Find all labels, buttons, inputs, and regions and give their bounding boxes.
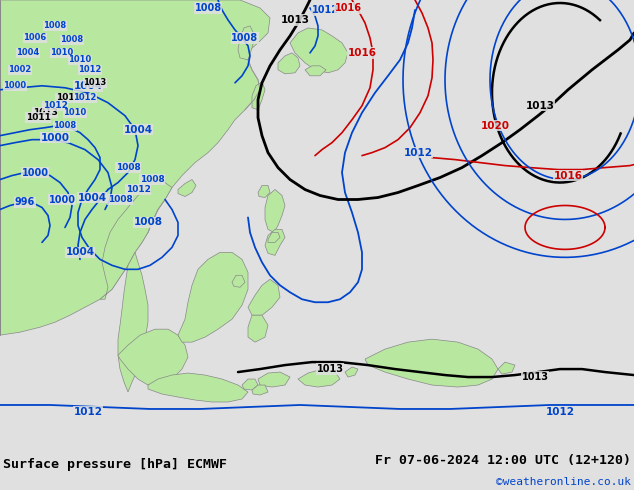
Text: 1010: 1010 — [68, 55, 92, 64]
Polygon shape — [305, 66, 326, 76]
Polygon shape — [242, 379, 258, 390]
Polygon shape — [248, 315, 268, 342]
Text: 1008: 1008 — [53, 121, 77, 130]
Polygon shape — [118, 329, 188, 385]
Polygon shape — [265, 229, 285, 255]
Polygon shape — [232, 275, 245, 287]
Text: 1008: 1008 — [115, 163, 140, 172]
Text: 1000: 1000 — [22, 168, 48, 177]
Text: 1010: 1010 — [50, 49, 74, 57]
Polygon shape — [252, 82, 265, 110]
Text: 1008: 1008 — [231, 33, 259, 43]
Text: 1012: 1012 — [42, 101, 67, 110]
Polygon shape — [252, 385, 268, 395]
Text: 1004: 1004 — [74, 81, 103, 91]
Text: 1013: 1013 — [84, 78, 107, 87]
Text: 1004: 1004 — [124, 124, 153, 135]
Text: 1008: 1008 — [139, 175, 164, 184]
Text: 1008: 1008 — [108, 195, 133, 204]
Text: 1011: 1011 — [25, 113, 51, 122]
Text: 1013: 1013 — [316, 364, 344, 374]
Text: 1016: 1016 — [335, 3, 361, 13]
Polygon shape — [248, 279, 280, 315]
Polygon shape — [298, 369, 340, 387]
Text: 1000: 1000 — [41, 133, 70, 143]
Polygon shape — [148, 373, 248, 402]
Text: 1012: 1012 — [74, 93, 97, 102]
Text: 1020: 1020 — [481, 121, 510, 131]
Polygon shape — [258, 186, 270, 197]
Text: 1012: 1012 — [545, 407, 574, 417]
Text: 1012: 1012 — [126, 185, 150, 194]
Text: 1000: 1000 — [3, 81, 27, 90]
Text: 1000: 1000 — [48, 195, 75, 204]
Text: 1012: 1012 — [74, 407, 103, 417]
Polygon shape — [365, 339, 498, 387]
Polygon shape — [345, 367, 358, 377]
Text: 1012: 1012 — [79, 65, 101, 74]
Polygon shape — [100, 177, 172, 299]
Text: Fr 07-06-2024 12:00 UTC (12+120): Fr 07-06-2024 12:00 UTC (12+120) — [375, 454, 631, 467]
Text: 1004: 1004 — [16, 49, 39, 57]
Text: 1002: 1002 — [8, 65, 32, 74]
Polygon shape — [0, 0, 270, 335]
Text: ©weatheronline.co.uk: ©weatheronline.co.uk — [496, 477, 631, 487]
Text: 1012: 1012 — [403, 147, 432, 158]
Text: 1004: 1004 — [77, 193, 107, 202]
Polygon shape — [178, 252, 248, 342]
Text: Surface pressure [hPa] ECMWF: Surface pressure [hPa] ECMWF — [3, 458, 227, 470]
Text: 1013: 1013 — [280, 15, 309, 25]
Text: 1013: 1013 — [32, 108, 58, 117]
Text: 1010: 1010 — [63, 108, 87, 117]
Text: 1008: 1008 — [60, 35, 84, 45]
Text: 1008: 1008 — [195, 3, 221, 13]
Text: 1013: 1013 — [522, 372, 548, 382]
Text: 1013: 1013 — [56, 93, 81, 102]
Text: 1016: 1016 — [553, 171, 583, 180]
Text: 1008: 1008 — [134, 218, 162, 227]
Polygon shape — [258, 372, 290, 387]
Polygon shape — [278, 53, 300, 74]
Text: 996: 996 — [15, 197, 35, 207]
Text: 1013: 1013 — [526, 101, 555, 111]
Text: 1016: 1016 — [347, 48, 377, 58]
Polygon shape — [498, 362, 515, 374]
Text: 1004: 1004 — [65, 247, 94, 257]
Polygon shape — [268, 232, 280, 243]
Polygon shape — [118, 252, 148, 392]
Polygon shape — [238, 26, 255, 60]
Text: 1008: 1008 — [44, 22, 67, 30]
Polygon shape — [178, 179, 196, 196]
Polygon shape — [290, 28, 348, 73]
Text: 1012: 1012 — [311, 5, 339, 15]
Polygon shape — [265, 190, 285, 232]
Text: 1006: 1006 — [23, 33, 47, 43]
